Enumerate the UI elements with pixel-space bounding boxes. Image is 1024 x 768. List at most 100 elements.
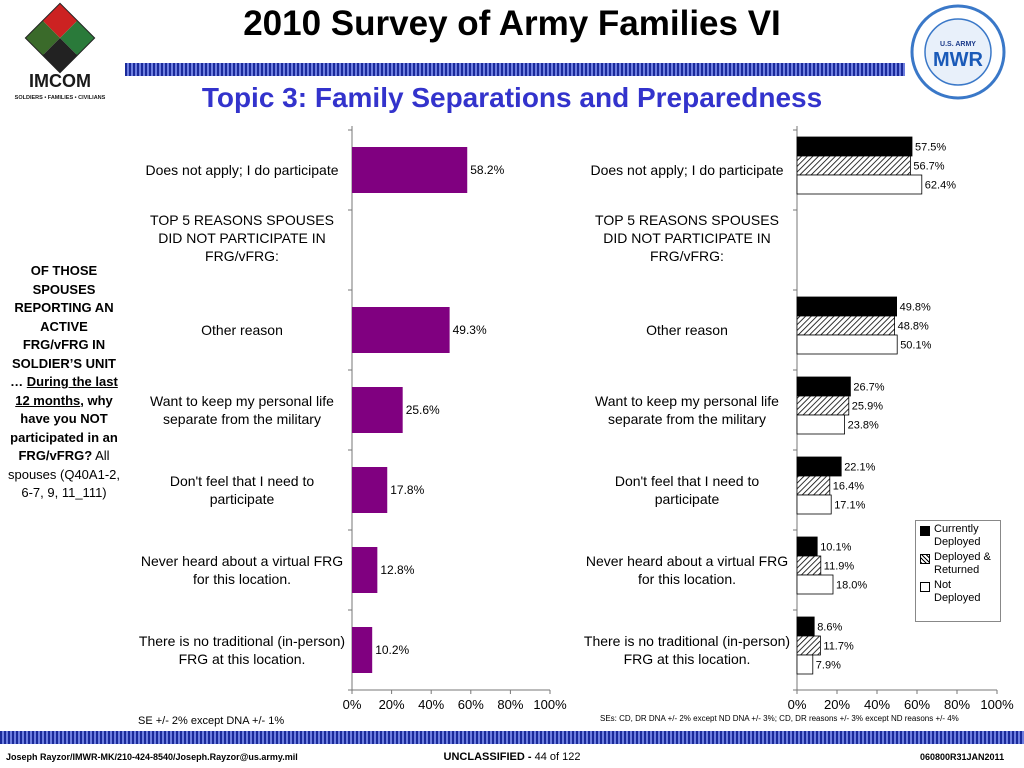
category-label: for this location. (193, 571, 291, 587)
bar (352, 307, 450, 353)
bar-not-deployed (796, 414, 845, 435)
footer-contact: Joseph Rayzor/IMWR-MK/210-424-8540/Josep… (6, 752, 298, 762)
category-label: FRG/vFRG: (205, 248, 279, 264)
bar-not-deployed (796, 174, 923, 195)
header-divider-bar (125, 63, 905, 76)
category-label: Other reason (646, 322, 728, 338)
category-label: DID NOT PARTICIPATE IN (158, 230, 326, 246)
bar-value-label: 48.8% (898, 321, 929, 333)
category-label: separate from the military (608, 411, 766, 427)
category-label: Never heard about a virtual FRG (141, 553, 343, 569)
bar-currently-deployed (796, 136, 913, 157)
category-label: FRG at this location. (624, 651, 751, 667)
footer-classification-label: UNCLASSIFIED - (443, 751, 535, 763)
x-tick-label: 0% (343, 697, 362, 712)
category-label: FRG/vFRG: (650, 248, 724, 264)
bar-value-label: 8.6% (817, 622, 842, 634)
bar-value-label: 25.6% (406, 403, 440, 417)
bar (352, 627, 373, 673)
mwr-logo-top: U.S. ARMY (940, 41, 976, 48)
chart-by-deployment-note: SEs: CD, DR DNA +/- 2% except ND DNA +/-… (600, 714, 959, 723)
page-subtitle: Topic 3: Family Separations and Prepared… (201, 82, 823, 113)
legend-swatch (920, 526, 930, 536)
legend-label: Currently Deployed (934, 523, 981, 548)
bar (352, 547, 378, 593)
imcom-logo-tagline: SOLDIERS • FAMILIES • CIVILIANS (15, 95, 106, 101)
footer-dtg: 060800R31JAN2011 (920, 752, 1005, 762)
x-tick-label: 80% (497, 697, 523, 712)
category-label: separate from the military (163, 411, 321, 427)
bar-value-label: 57.5% (915, 142, 946, 154)
x-tick-label: 100% (980, 697, 1014, 712)
category-label: There is no traditional (in-person) (584, 633, 790, 649)
x-tick-label: 40% (418, 697, 444, 712)
category-label: participate (210, 491, 275, 507)
x-tick-label: 0% (788, 697, 807, 712)
bar-value-label: 50.1% (900, 340, 931, 352)
category-label: TOP 5 REASONS SPOUSES (150, 212, 334, 228)
bar-value-label: 23.8% (848, 420, 879, 432)
category-label: Want to keep my personal life (595, 393, 779, 409)
category-label: Want to keep my personal life (150, 393, 334, 409)
question-base: All spouses (Q40A1-2, 6-7, 9, 11_111) (7, 448, 120, 500)
bar-value-label: 25.9% (852, 401, 883, 413)
x-tick-label: 60% (458, 697, 484, 712)
legend-item-deployed-returned: Deployed & Returned (920, 551, 1000, 577)
footer-divider-bar (0, 731, 1024, 744)
legend-swatch (920, 582, 930, 592)
bar-value-label: 18.0% (836, 580, 867, 592)
footer-classification: UNCLASSIFIED - 44 of 122 (0, 751, 1024, 763)
chart-legend: Currently Deployed Deployed & Returned Not… (915, 520, 1001, 622)
bar-value-label: 26.7% (853, 382, 884, 394)
x-tick-label: 100% (533, 697, 567, 712)
bar-deployed-returned (796, 475, 831, 496)
bar-value-label: 10.1% (820, 542, 851, 554)
bar-value-label: 58.2% (470, 163, 504, 177)
mwr-logo-text: MWR (933, 49, 984, 71)
footer-page-number: 44 of 122 (534, 751, 581, 763)
legend-label: Not Deployed (934, 579, 981, 604)
category-label: Don't feel that I need to (170, 473, 315, 489)
x-tick-label: 60% (904, 697, 930, 712)
bar-value-label: 11.7% (823, 641, 854, 653)
bar-not-deployed (796, 494, 832, 515)
category-label: Never heard about a virtual FRG (586, 553, 788, 569)
bar-value-label: 16.4% (833, 481, 864, 493)
bar-not-deployed (796, 574, 834, 595)
bar-deployed-returned (796, 635, 821, 656)
bar-value-label: 10.2% (375, 643, 409, 657)
imcom-logo: IMCOM SOLDIERS • FAMILIES • CIVILIANS (15, 2, 106, 101)
bar-value-label: 12.8% (380, 563, 414, 577)
legend-swatch (920, 554, 930, 564)
bar-value-label: 17.8% (390, 483, 424, 497)
bar (352, 147, 468, 193)
bar-not-deployed (796, 334, 898, 355)
bar (352, 467, 388, 513)
bar-currently-deployed (796, 456, 842, 477)
category-label: DID NOT PARTICIPATE IN (603, 230, 771, 246)
bar-value-label: 49.3% (453, 323, 487, 337)
chart-overall: 0% 20% 40% 60% 80% 100% Does not apply; I do p… (139, 126, 567, 712)
x-tick-label: 20% (379, 697, 405, 712)
category-label: There is no traditional (in-person) (139, 633, 345, 649)
question-intro: OF THOSE SPOUSES REPORTING AN ACTIVE FRG… (10, 263, 116, 389)
chart-overall-note: SE +/- 2% except DNA +/- 1% (138, 715, 285, 727)
bar-currently-deployed (796, 616, 815, 637)
category-label: Does not apply; I do participate (145, 162, 338, 178)
bar-value-label: 17.1% (834, 500, 865, 512)
legend-item-currently-deployed: Currently Deployed (920, 523, 1000, 549)
x-tick-label: 40% (864, 697, 890, 712)
bar (352, 387, 403, 433)
category-label: for this location. (638, 571, 736, 587)
bar-value-label: 56.7% (913, 161, 944, 173)
bar-currently-deployed (796, 376, 851, 397)
bar-value-label: 62.4% (925, 180, 956, 192)
category-label: TOP 5 REASONS SPOUSES (595, 212, 779, 228)
bar-value-label: 49.8% (900, 302, 931, 314)
bar-currently-deployed (796, 536, 818, 557)
category-label: participate (655, 491, 720, 507)
bar-deployed-returned (796, 315, 895, 336)
bar-currently-deployed (796, 296, 897, 317)
survey-question: OF THOSE SPOUSES REPORTING AN ACTIVE FRG… (6, 262, 122, 503)
category-label: Don't feel that I need to (615, 473, 760, 489)
